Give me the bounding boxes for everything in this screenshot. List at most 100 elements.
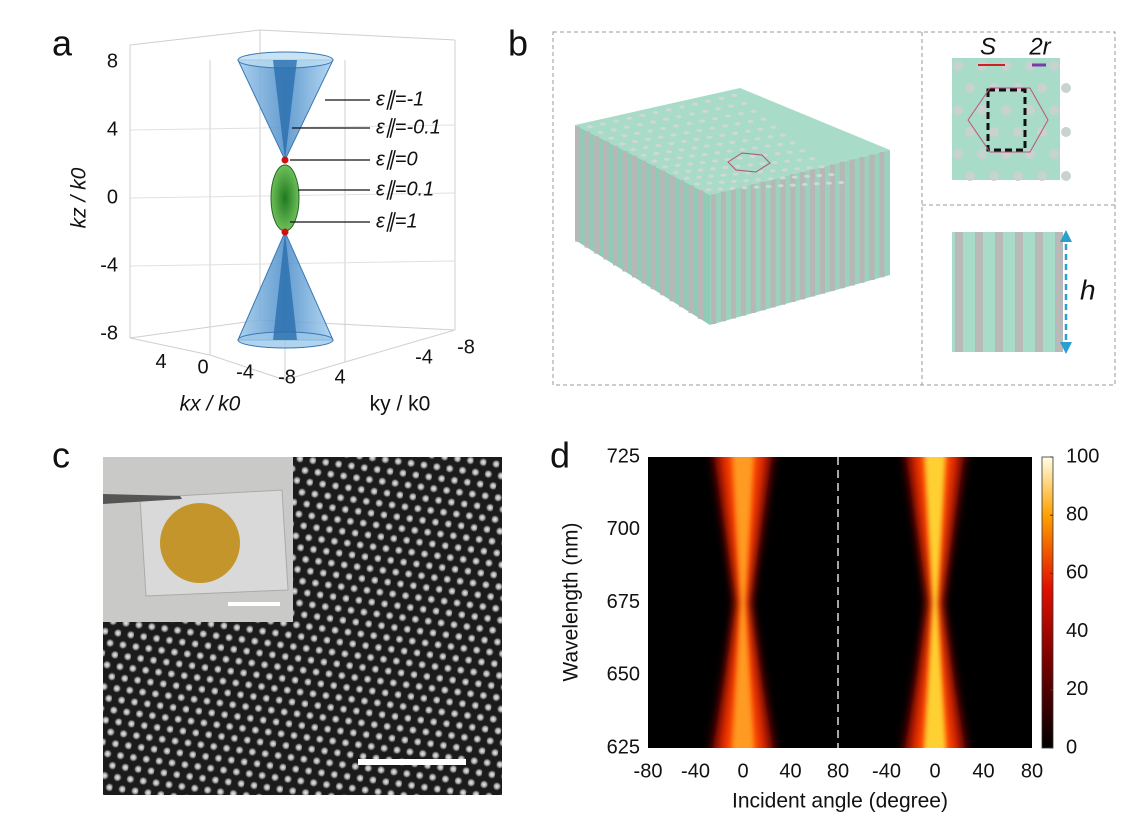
rod-section <box>1037 83 1047 93</box>
rod-top <box>755 178 762 182</box>
intensity-band <box>731 457 755 748</box>
rod-top <box>739 147 746 152</box>
rod-top <box>753 185 760 189</box>
rod-top <box>771 160 778 165</box>
rod-top <box>642 145 649 150</box>
x-tick-label: -4 <box>236 361 254 383</box>
rod <box>1055 232 1063 352</box>
rod-top <box>651 159 658 163</box>
x-tick-label: -40 <box>872 760 901 782</box>
y-tick-label: 675 <box>607 591 640 613</box>
gold-film <box>160 503 240 583</box>
rod-top <box>747 119 754 124</box>
rod-top <box>665 150 672 154</box>
rod-top <box>619 142 626 146</box>
rod-top <box>662 117 669 121</box>
rod-section <box>977 149 987 159</box>
rod-top <box>757 170 764 174</box>
rod-top <box>718 180 725 184</box>
node <box>281 156 289 164</box>
rod-top <box>750 109 757 113</box>
rod-section <box>953 61 963 71</box>
x-tick-label: 40 <box>972 760 994 782</box>
rod-top <box>789 141 796 145</box>
rod-section <box>953 149 963 159</box>
rod-section <box>1013 127 1023 137</box>
rod-top <box>705 188 712 192</box>
rod-top <box>692 102 699 106</box>
rod-top <box>781 168 788 172</box>
rod-section <box>1001 105 1011 115</box>
rod-section <box>965 127 975 137</box>
rod-top <box>670 133 677 137</box>
rod-section <box>965 83 975 93</box>
rod-top <box>705 99 712 103</box>
rod-section <box>965 171 975 181</box>
rod-top <box>730 179 737 184</box>
y-tick-label: 625 <box>607 736 640 758</box>
hexagon <box>727 152 771 173</box>
x-tick-label: 0 <box>197 356 208 378</box>
rod-top <box>779 176 786 180</box>
rod-top <box>665 108 672 112</box>
rod-top <box>672 170 679 175</box>
colorbar-label: 60 <box>1066 562 1088 584</box>
rod-top <box>803 174 810 178</box>
rod-section <box>1061 171 1071 181</box>
z-tick-label: 4 <box>107 118 118 140</box>
rod-top <box>743 178 750 183</box>
x-tick-label: 80 <box>1021 760 1043 782</box>
rod-top <box>789 183 796 187</box>
axis-label: kz / k0 <box>68 167 91 228</box>
top-view <box>952 58 1060 180</box>
rod <box>1035 232 1043 352</box>
rod-top <box>708 174 715 178</box>
rod-section <box>989 171 999 181</box>
rod-top <box>608 136 615 140</box>
rod-top <box>767 135 774 139</box>
rod-top <box>764 144 771 148</box>
rod-top <box>689 154 696 158</box>
annotation: ε∥=1 <box>376 210 418 232</box>
panel-label: d <box>550 435 570 476</box>
rod-section <box>1061 83 1071 93</box>
rod-top <box>701 152 708 157</box>
panel-label: b <box>508 23 528 64</box>
rod-top <box>655 143 662 148</box>
rod-top <box>644 137 651 142</box>
annotation: ε∥=0 <box>376 148 418 170</box>
rod-top <box>741 101 748 106</box>
rod-top <box>634 131 641 135</box>
rod-top <box>660 126 667 131</box>
rod-section <box>989 127 999 137</box>
x-tick-label: 80 <box>827 760 849 782</box>
rod-section <box>1037 171 1047 181</box>
rod-top <box>784 159 791 163</box>
rod-top <box>777 184 784 188</box>
rod-top <box>717 187 724 191</box>
rod <box>995 232 1003 352</box>
rod-top <box>706 181 713 185</box>
rod-top <box>632 140 639 144</box>
rod-section <box>1049 149 1059 159</box>
x-tick-label: 4 <box>155 351 166 373</box>
rod-section <box>977 105 987 115</box>
rod-top <box>724 114 731 118</box>
y-tick-label: -4 <box>415 346 433 368</box>
rod-top <box>686 121 693 126</box>
rod-top <box>737 112 744 116</box>
rod-top <box>676 156 683 160</box>
annotation: ε∥=-1 <box>376 88 424 110</box>
x-tick-label: 0 <box>737 760 748 782</box>
rod-top <box>689 112 696 116</box>
axis-label: Incident angle (degree) <box>732 790 948 813</box>
rod-top <box>760 117 767 121</box>
rod-top <box>813 182 820 186</box>
rod-top <box>639 113 646 117</box>
frame-line <box>129 337 211 356</box>
rod-top <box>799 149 806 153</box>
rod-top <box>716 142 723 146</box>
rod-top <box>652 110 659 115</box>
rod-section <box>1037 127 1047 137</box>
